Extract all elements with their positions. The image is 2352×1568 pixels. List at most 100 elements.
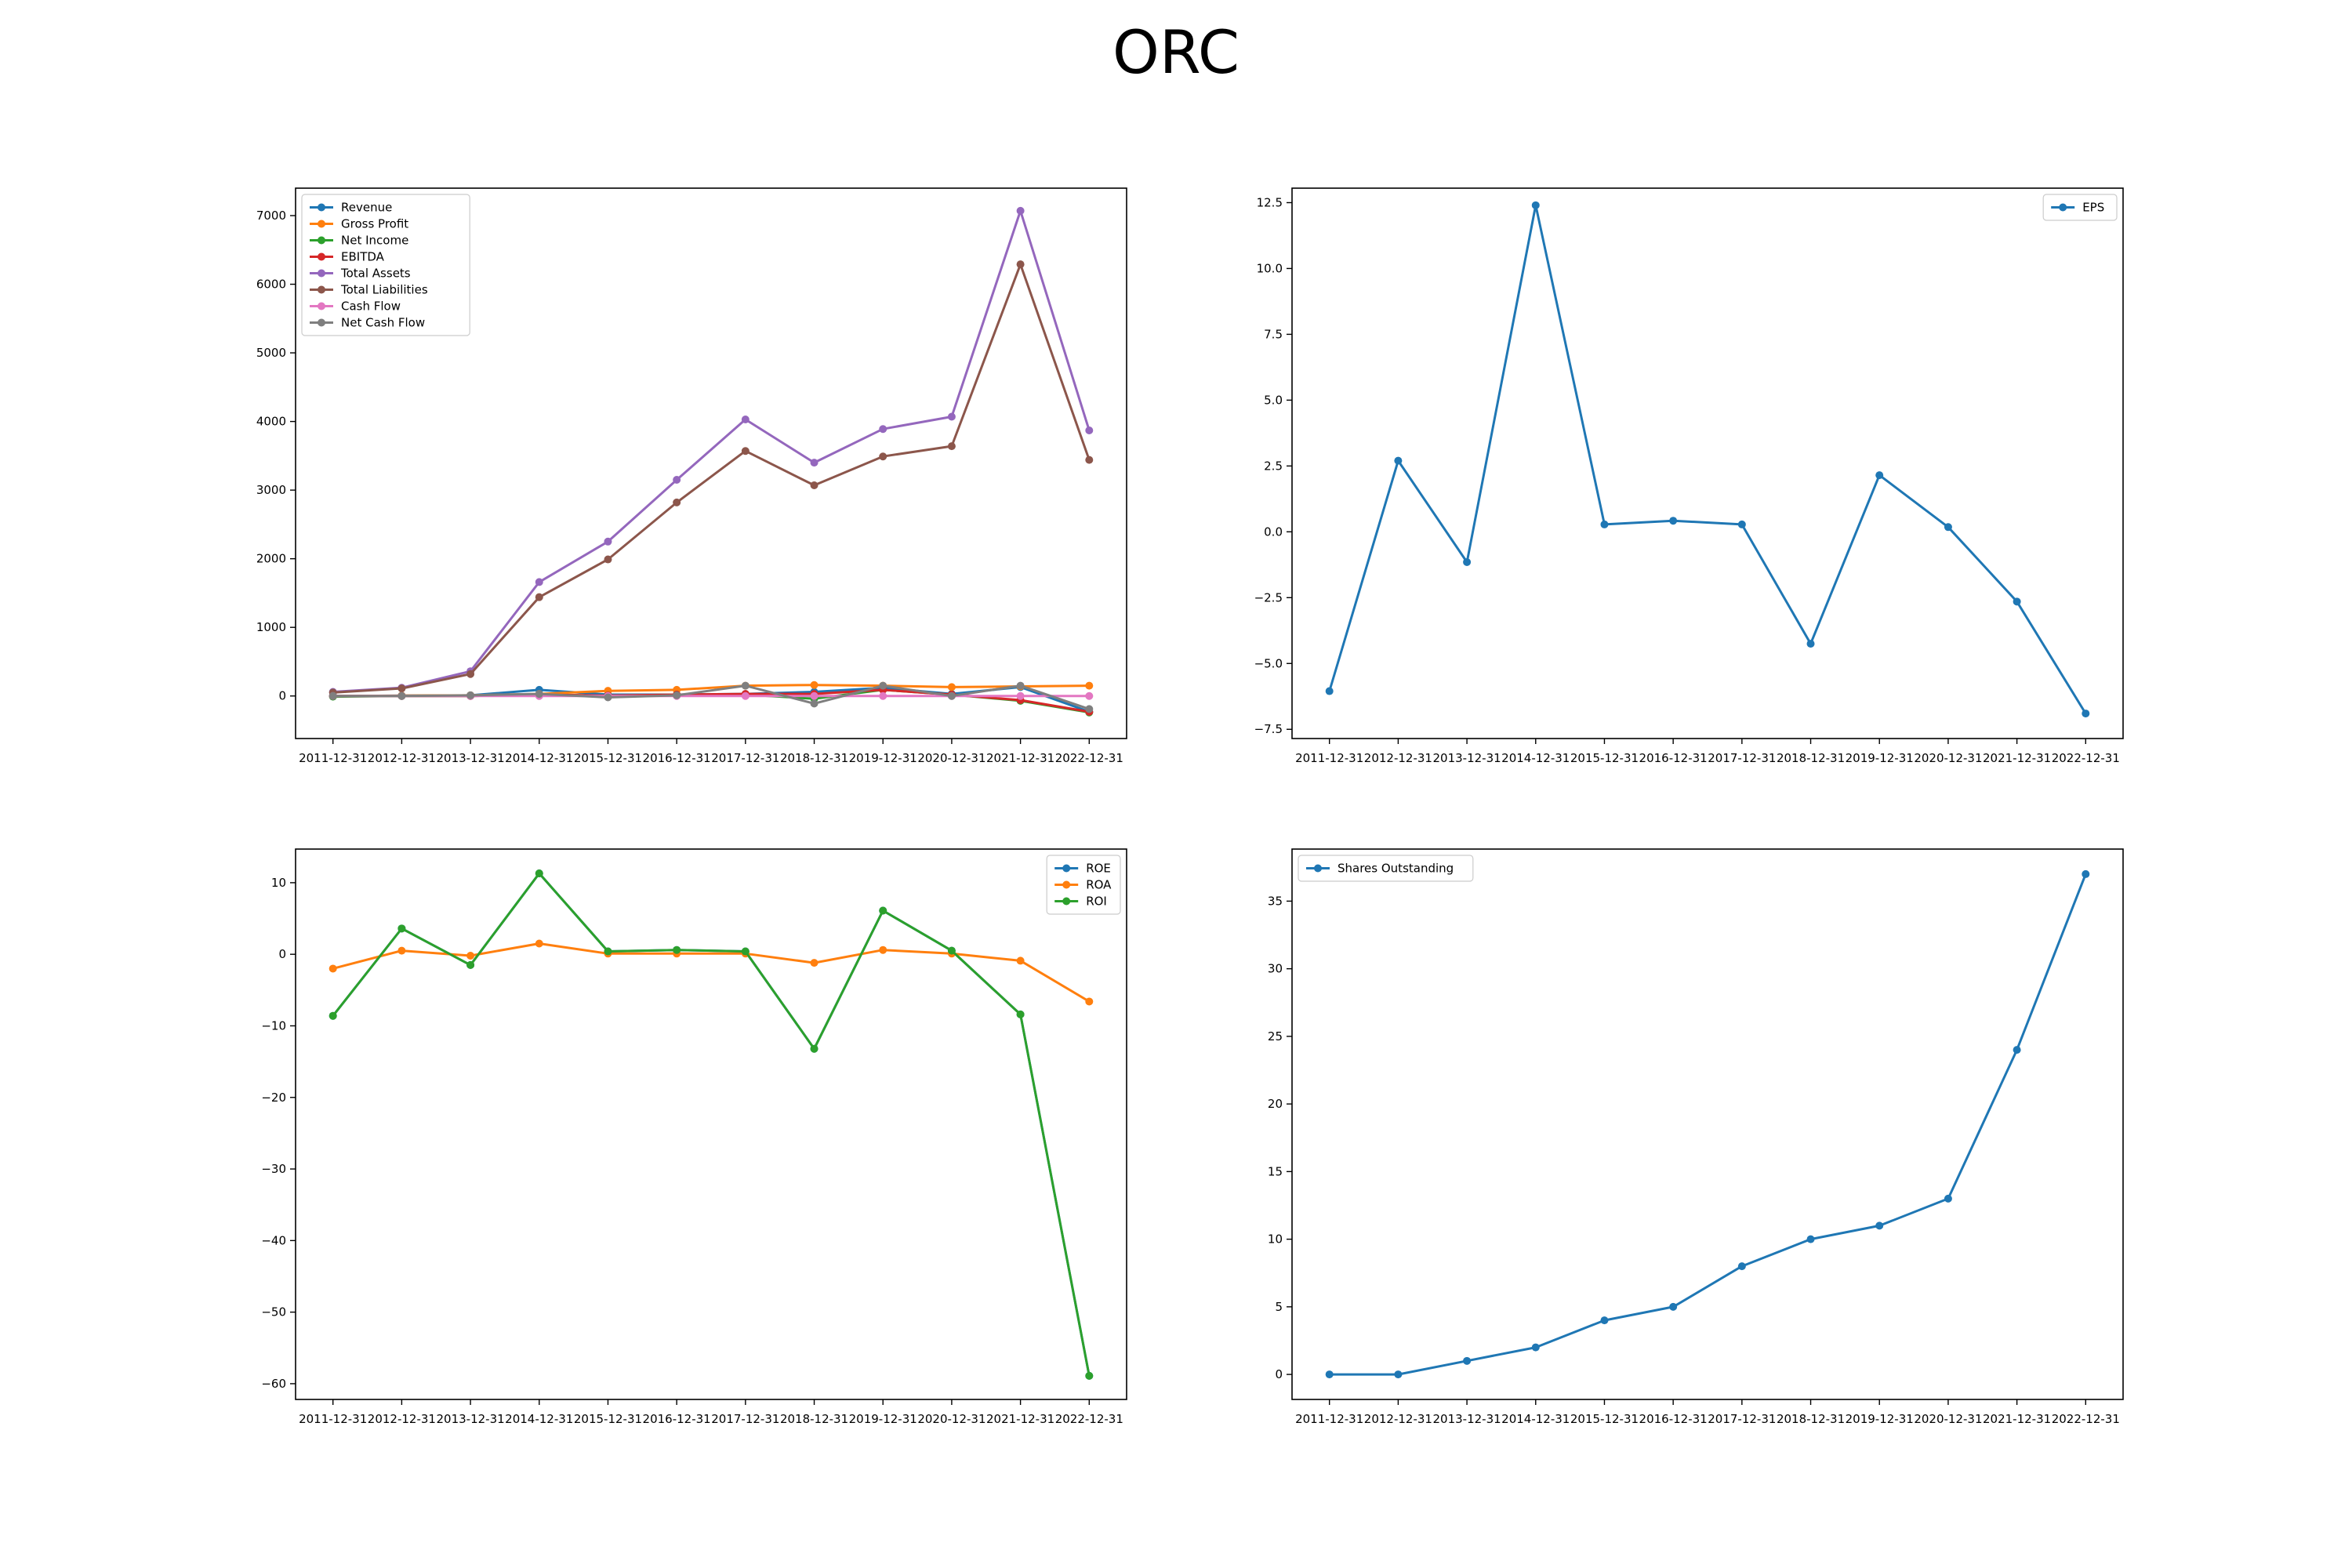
ratios-y-tick-label: 0 (278, 947, 286, 961)
financials-x-tick-label: 2012-12-31 (368, 751, 436, 765)
ratios-y-tick-label: −50 (261, 1305, 286, 1319)
ratios-data-point (673, 946, 681, 954)
shares-legend-label: Shares Outstanding (1338, 862, 1454, 876)
ratios-data-point (397, 924, 406, 933)
shares-x-tick-label: 2013-12-31 (1432, 1412, 1501, 1426)
financials-y-tick-label: 2000 (256, 552, 286, 566)
financials-data-point (879, 452, 887, 461)
eps-x-tick-label: 2017-12-31 (1708, 751, 1776, 765)
shares-y-tick-label: 25 (1268, 1029, 1283, 1044)
ratios-y-tick-label: −40 (261, 1233, 286, 1247)
shares-data-point (1463, 1356, 1472, 1365)
shares-y-tick-label: 0 (1275, 1367, 1283, 1381)
ratios-data-point (397, 946, 406, 955)
financials-x-tick-label: 2013-12-31 (436, 751, 504, 765)
eps-y-tick-label: −2.5 (1254, 590, 1283, 604)
financials-data-point (604, 537, 612, 546)
eps-data-point (1463, 557, 1472, 566)
financials-y-tick-label: 1000 (256, 620, 286, 634)
shares-data-point (1600, 1316, 1609, 1325)
financials-y-tick-label: 0 (278, 689, 286, 703)
eps-data-point (1944, 523, 1952, 532)
financials-x-tick-label: 2016-12-31 (643, 751, 711, 765)
eps-x-tick-label: 2013-12-31 (1432, 751, 1501, 765)
financials-legend-label: Total Liabilities (340, 283, 428, 297)
ratios-data-point (1016, 956, 1025, 965)
ratios-data-point (947, 946, 956, 955)
financials-data-point (947, 691, 956, 700)
ratios-x-tick-label: 2015-12-31 (574, 1412, 642, 1426)
financials-legend-marker (318, 269, 325, 278)
ratios-x-tick-label: 2014-12-31 (505, 1412, 573, 1426)
ratios-legend-label: ROE (1086, 862, 1111, 876)
ratios-y-tick-label: −60 (261, 1377, 286, 1391)
financials-data-point (1085, 691, 1094, 700)
financials-legend-label: Cash Flow (341, 299, 401, 314)
financials-data-point (1016, 691, 1025, 700)
eps-data-point (1394, 456, 1403, 465)
financials-x-tick-label: 2021-12-31 (986, 751, 1054, 765)
financials-legend-label: EBITDA (341, 250, 385, 264)
ratios-data-point (466, 960, 475, 969)
financials-data-point (1016, 206, 1025, 215)
financials-data-point (810, 481, 818, 490)
financials-legend-label: Net Income (341, 234, 408, 248)
financials-data-point (673, 498, 681, 506)
eps-data-point (1600, 520, 1609, 528)
ratios-legend-marker (1062, 864, 1071, 873)
ratios-x-tick-label: 2019-12-31 (849, 1412, 917, 1426)
financials-data-point (466, 670, 475, 678)
shares-data-point (1806, 1235, 1815, 1243)
eps-x-tick-label: 2022-12-31 (2052, 751, 2120, 765)
ratios-legend-marker (1062, 880, 1071, 889)
ratios-data-point (879, 946, 887, 954)
financials-series-line-4 (332, 209, 1091, 693)
financials-legend-label: Net Cash Flow (341, 316, 425, 330)
financials-data-point (397, 691, 406, 700)
shares-data-point (1531, 1343, 1540, 1352)
shares-series-line-0 (1329, 873, 2087, 1376)
eps-legend-marker (2059, 203, 2067, 212)
eps-data-point (1875, 471, 1884, 480)
ratios-data-point (535, 939, 543, 948)
shares-x-tick-label: 2016-12-31 (1639, 1412, 1708, 1426)
shares-x-tick-label: 2019-12-31 (1846, 1412, 1914, 1426)
shares-y-tick-label: 20 (1268, 1097, 1283, 1111)
ratios-data-point (1085, 997, 1094, 1006)
financials-data-point (1085, 681, 1094, 690)
ratios-legend-label: ROI (1086, 895, 1107, 909)
financials-data-point (328, 691, 337, 700)
eps-y-tick-label: −7.5 (1254, 722, 1283, 736)
eps-x-tick-label: 2020-12-31 (1914, 751, 1982, 765)
ratios-legend-marker (1062, 897, 1071, 906)
ratios-x-tick-label: 2022-12-31 (1055, 1412, 1123, 1426)
ratios-axes-frame (295, 848, 1127, 1400)
ratios-series-line-1 (332, 942, 1091, 1003)
eps-data-point (1806, 640, 1815, 648)
eps-series-line-0 (1328, 204, 2087, 714)
ratios-data-point (810, 1044, 818, 1053)
financials-data-point (879, 425, 887, 434)
financials-data-point (741, 415, 750, 423)
ratios-x-tick-label: 2012-12-31 (368, 1412, 436, 1426)
ratios-data-point (328, 964, 337, 973)
ratios-data-point (810, 959, 818, 967)
eps-data-point (2013, 597, 2021, 606)
eps-x-tick-label: 2014-12-31 (1501, 751, 1570, 765)
financials-data-point (810, 681, 818, 689)
ratios-data-point (741, 947, 750, 956)
financials-y-tick-label: 3000 (256, 483, 286, 497)
shares-data-point (1875, 1221, 1884, 1230)
ratios-x-tick-label: 2016-12-31 (643, 1412, 711, 1426)
financials-x-tick-label: 2011-12-31 (299, 751, 367, 765)
financials-data-point (535, 690, 543, 699)
financials-data-point (673, 476, 681, 485)
financials-legend-label: Revenue (341, 201, 392, 215)
eps-legend-label: EPS (2082, 201, 2104, 215)
eps-data-point (1531, 201, 1540, 209)
ratios-chart: 2011-12-31 2012-12-31 2013-12-31 2014-12-31… (261, 848, 1127, 1426)
financials-y-tick-label: 5000 (256, 346, 286, 360)
eps-x-tick-label: 2012-12-31 (1364, 751, 1432, 765)
shares-y-tick-label: 15 (1268, 1164, 1283, 1178)
